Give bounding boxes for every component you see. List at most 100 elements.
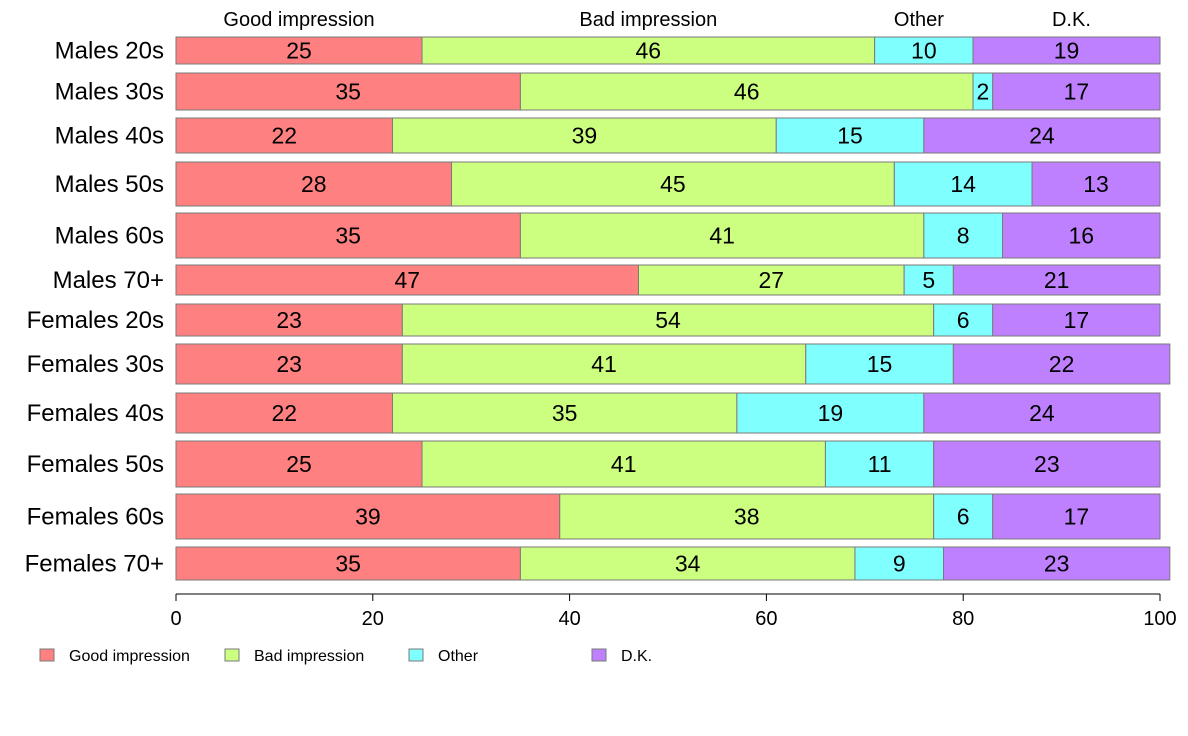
bar-value-label: 28 (301, 171, 327, 197)
category-label: Males 70+ (53, 267, 164, 294)
bar-value-label: 15 (867, 351, 893, 377)
bar-segment (775, 117, 925, 154)
bar-value-label: 17 (1064, 307, 1090, 333)
bar-value-label: 23 (276, 307, 302, 333)
bar-value-label: 11 (868, 451, 892, 477)
bar-segment (391, 117, 777, 154)
bar-segment (952, 264, 1161, 296)
bar-value-label: 17 (1064, 504, 1090, 530)
category-label: Females 60s (27, 504, 164, 531)
bar-value-label: 22 (271, 400, 297, 426)
bar-segment (874, 36, 974, 65)
bars: 25 46 10 19 35 46 2 17 22 39 15 24 28 45 14 13 35 41 8 16 47… (175, 36, 1171, 581)
bar-value-label: 35 (335, 551, 361, 577)
bar-value-label: 27 (759, 267, 785, 293)
bar-segment (401, 303, 935, 337)
bar-segment (519, 546, 856, 581)
category-label: Females 70+ (25, 551, 164, 578)
bar-segment (933, 440, 1161, 488)
bar-value-label: 19 (818, 400, 844, 426)
bar-value-label: 19 (1054, 38, 1080, 64)
legend-label: D.K. (621, 648, 652, 665)
bar-segment (421, 36, 876, 65)
bar-value-label: 41 (611, 451, 637, 477)
bar-value-label: 46 (636, 38, 662, 64)
bar-segment (175, 117, 393, 154)
bar-segment (923, 212, 1004, 259)
bar-segment (992, 303, 1161, 337)
legend-swatch (408, 648, 424, 662)
bar-value-label: 39 (355, 504, 381, 530)
legend-label: Bad impression (254, 648, 364, 665)
bar-segment (175, 72, 521, 111)
bar-value-label: 21 (1044, 267, 1070, 293)
series-header-label: Good impression (223, 9, 374, 31)
bar-segment (175, 161, 453, 207)
bar-value-label: 46 (734, 79, 760, 105)
bar-value-label: 25 (286, 38, 312, 64)
bar-value-label: 2 (976, 79, 989, 105)
bar-value-label: 13 (1083, 171, 1109, 197)
legend-label: Good impression (69, 648, 190, 665)
bar-value-label: 16 (1068, 223, 1094, 249)
bar-value-label: 35 (335, 223, 361, 249)
series-header-labels: Good impression Bad impression Other D.K. (223, 9, 1090, 31)
bar-value-label: 24 (1029, 400, 1055, 426)
bar-value-label: 14 (950, 171, 976, 197)
bar-segment (451, 161, 895, 207)
bar-value-label: 22 (271, 123, 297, 149)
bar-segment (401, 343, 807, 385)
x-tick-label: 0 (170, 608, 181, 630)
bar-value-label: 45 (660, 171, 686, 197)
bar-value-label: 47 (394, 267, 420, 293)
bar-value-label: 8 (957, 223, 970, 249)
x-tick-label: 80 (952, 608, 974, 630)
bar-value-label: 34 (675, 551, 701, 577)
bar-segment (933, 303, 994, 337)
bar-segment (893, 161, 1033, 207)
legend-swatch (39, 648, 55, 662)
bar-segment (175, 212, 521, 259)
bar-segment (175, 440, 423, 488)
category-label: Males 40s (55, 123, 164, 150)
category-label: Males 60s (55, 223, 164, 250)
series-header-label: Other (894, 9, 944, 31)
bar-value-label: 22 (1049, 351, 1075, 377)
legend: Good impression Bad impression Other D.K. (39, 648, 652, 665)
bar-value-label: 38 (734, 504, 760, 530)
x-tick-label: 20 (362, 608, 384, 630)
bar-segment (637, 264, 905, 296)
series-header-label: D.K. (1052, 9, 1091, 31)
bar-value-label: 6 (957, 307, 970, 333)
x-tick-label: 40 (558, 608, 580, 630)
bar-segment (519, 72, 974, 111)
legend-label: Other (438, 648, 479, 665)
category-labels: Males 20s Males 30s Males 40s Males 50s Male… (25, 38, 164, 578)
bar-value-label: 41 (591, 351, 617, 377)
bar-segment (972, 36, 1161, 65)
bar-segment (923, 117, 1161, 154)
bar-value-label: 24 (1029, 123, 1055, 149)
bar-segment (992, 493, 1161, 540)
category-label: Females 30s (27, 351, 164, 378)
category-label: Females 20s (27, 307, 164, 334)
legend-swatch (591, 648, 607, 662)
category-label: Males 20s (55, 38, 164, 65)
bar-segment (175, 546, 521, 581)
bar-value-label: 39 (572, 123, 598, 149)
bar-segment (854, 546, 945, 581)
bar-value-label: 54 (655, 307, 681, 333)
bar-segment (175, 36, 423, 65)
bar-segment (519, 212, 925, 259)
bar-value-label: 23 (1044, 551, 1070, 577)
bar-value-label: 23 (276, 351, 302, 377)
bar-segment (943, 546, 1171, 581)
category-label: Males 30s (55, 79, 164, 106)
bar-value-label: 25 (286, 451, 312, 477)
category-label: Females 50s (27, 451, 164, 478)
bar-segment (992, 72, 1161, 111)
bar-segment (923, 392, 1161, 434)
bar-value-label: 17 (1064, 79, 1090, 105)
bar-value-label: 35 (552, 400, 578, 426)
